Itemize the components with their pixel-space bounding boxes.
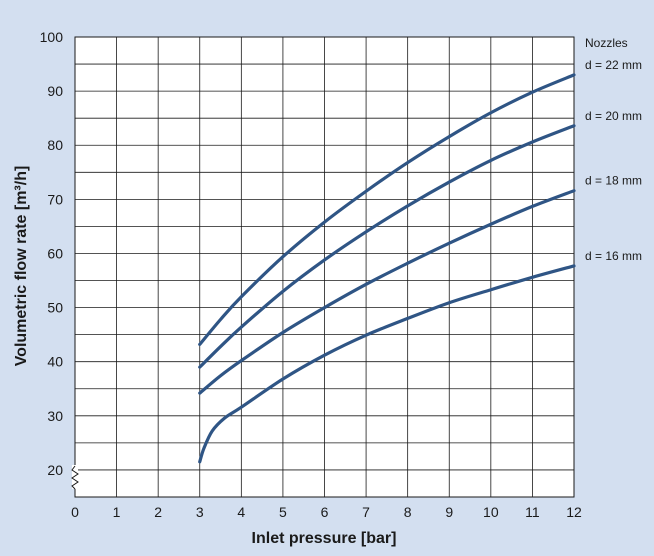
y-tick-label-0: 20 <box>47 462 63 478</box>
series-line-0 <box>198 73 576 346</box>
x-axis-ticks: 0 1 2 3 4 5 6 7 8 9 10 11 12 <box>71 504 582 520</box>
x-tick-label-12: 12 <box>566 504 582 520</box>
y-axis-ticks: 20 30 40 50 60 70 80 90 100 <box>40 29 64 478</box>
series-line-3 <box>198 264 576 464</box>
y-tick-label-4: 60 <box>47 245 63 261</box>
x-tick-label-7: 7 <box>362 504 370 520</box>
y-tick-label-5: 70 <box>47 191 63 207</box>
series-line-2 <box>198 189 576 395</box>
series-labels: d = 22 mm d = 20 mm d = 18 mm d = 16 mm <box>585 58 642 263</box>
x-tick-label-1: 1 <box>113 504 121 520</box>
x-tick-label-6: 6 <box>321 504 329 520</box>
series-label-0: d = 22 mm <box>585 58 642 72</box>
x-tick-label-8: 8 <box>404 504 412 520</box>
y-tick-label-6: 80 <box>47 137 63 153</box>
series-label-1: d = 20 mm <box>585 109 642 123</box>
x-tick-label-0: 0 <box>71 504 79 520</box>
series-line-1 <box>198 124 576 369</box>
x-tick-label-3: 3 <box>196 504 204 520</box>
y-tick-label-1: 30 <box>47 408 63 424</box>
y-tick-label-2: 40 <box>47 354 63 370</box>
legend-title: Nozzles <box>585 36 628 50</box>
series-label-3: d = 16 mm <box>585 249 642 263</box>
x-tick-label-4: 4 <box>237 504 245 520</box>
y-tick-label-7: 90 <box>47 83 63 99</box>
y-axis-title: Volumetric flow rate [m³/h] <box>13 166 30 367</box>
axis-break-gap <box>72 465 78 489</box>
series-lines <box>198 73 576 464</box>
x-tick-label-11: 11 <box>525 504 540 520</box>
axis-break-icon <box>71 465 79 490</box>
x-tick-label-9: 9 <box>445 504 453 520</box>
axis-break-zigzag <box>71 465 79 490</box>
y-tick-label-8: 100 <box>40 29 64 45</box>
x-tick-label-5: 5 <box>279 504 287 520</box>
x-tick-label-10: 10 <box>483 504 499 520</box>
x-axis-title: Inlet pressure [bar] <box>252 530 397 547</box>
grid-lines <box>74 36 575 497</box>
x-tick-label-2: 2 <box>154 504 162 520</box>
y-tick-label-3: 50 <box>47 300 63 316</box>
series-label-2: d = 18 mm <box>585 174 642 188</box>
